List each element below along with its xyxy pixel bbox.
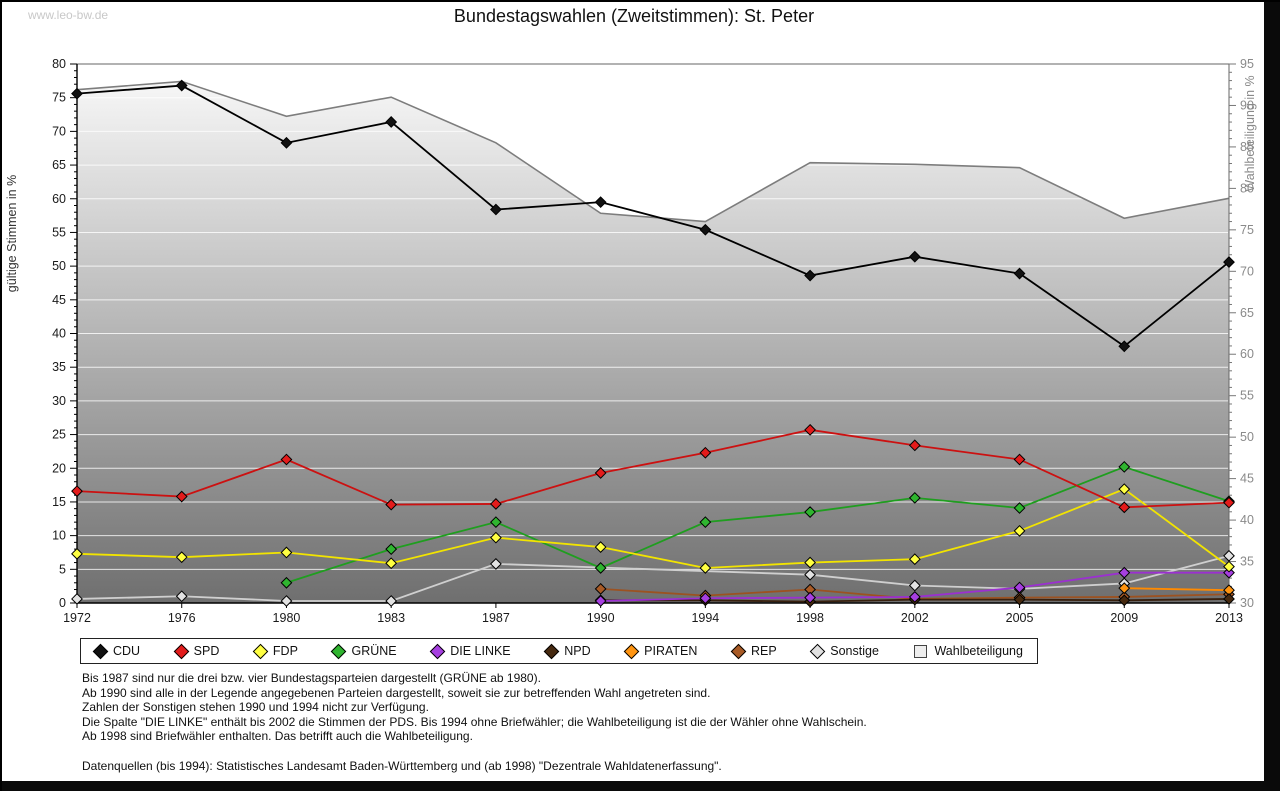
svg-text:45: 45 xyxy=(1240,472,1254,486)
svg-text:2005: 2005 xyxy=(1006,611,1034,625)
series-cdu xyxy=(71,79,1235,353)
svg-text:50: 50 xyxy=(52,259,66,273)
svg-text:2013: 2013 xyxy=(1215,611,1243,625)
chart-footnotes: Bis 1987 sind nur die drei bzw. vier Bun… xyxy=(82,671,867,773)
legend-swatch-square xyxy=(914,644,928,658)
footnote-line: Zahlen der Sonstigen stehen 1990 und 199… xyxy=(82,700,429,715)
legend-label: REP xyxy=(750,644,777,658)
legend-item-spd: SPD xyxy=(173,643,220,659)
legend-item-die-linke: DIE LINKE xyxy=(429,643,511,659)
legend-item-gr-ne: GRÜNE xyxy=(331,643,397,659)
series-spd xyxy=(71,423,1235,514)
svg-text:1987: 1987 xyxy=(482,611,510,625)
svg-text:40: 40 xyxy=(1240,513,1254,527)
election-line-chart: 0 5 10 15 20 25 30 35 40 45 50 55 60 65 70 75 80 30 35 40 45… xyxy=(5,57,1257,625)
svg-text:65: 65 xyxy=(52,158,66,172)
legend-label: NPD xyxy=(564,644,591,658)
legend-label: Sonstige xyxy=(830,644,879,658)
svg-text:15: 15 xyxy=(52,495,66,509)
legend-label: DIE LINKE xyxy=(450,644,511,658)
footnote-line xyxy=(82,744,867,759)
legend-label: SPD xyxy=(193,644,220,658)
svg-text:70: 70 xyxy=(52,124,66,138)
series-gr-ne xyxy=(280,460,1235,589)
svg-text:2009: 2009 xyxy=(1110,611,1138,625)
svg-text:75: 75 xyxy=(1240,223,1254,237)
svg-text:1990: 1990 xyxy=(587,611,615,625)
footnote-line: Ab 1998 sind Briefwähler enthalten. Das … xyxy=(82,729,473,744)
svg-text:20: 20 xyxy=(52,461,66,475)
svg-text:65: 65 xyxy=(1240,306,1254,320)
legend-item-rep: REP xyxy=(730,643,777,659)
chart-title: Bundestagswahlen (Zweitstimmen): St. Pet… xyxy=(453,6,815,26)
series-die-linke xyxy=(594,566,1235,607)
svg-text:1980: 1980 xyxy=(273,611,301,625)
svg-text:55: 55 xyxy=(1240,389,1254,403)
series-piraten xyxy=(1118,582,1235,597)
svg-text:1998: 1998 xyxy=(796,611,824,625)
svg-text:1994: 1994 xyxy=(691,611,719,625)
left-axis-title: gültige Stimmen in % xyxy=(5,175,19,292)
legend-item-piraten: PIRATEN xyxy=(623,643,698,659)
svg-text:5: 5 xyxy=(59,562,66,576)
chart-legend: CDU SPD FDP GRÜNE DIE LINKE NPD PIRATEN REP Sons… xyxy=(80,638,1038,664)
legend-label: FDP xyxy=(272,644,298,658)
legend-swatch-diamond xyxy=(623,643,640,659)
svg-text:85: 85 xyxy=(1240,140,1254,154)
legend-item-fdp: FDP xyxy=(252,643,298,659)
footnote-line: Bis 1987 sind nur die drei bzw. vier Bun… xyxy=(82,671,541,685)
svg-text:50: 50 xyxy=(1240,430,1254,444)
legend-label: Wahlbeteiligung xyxy=(934,644,1023,658)
svg-text:55: 55 xyxy=(52,225,66,239)
legend-item-wahlbeteiligung: Wahlbeteiligung xyxy=(914,644,1023,658)
frame-right-bar xyxy=(1264,2,1280,791)
legend-swatch-diamond xyxy=(543,643,560,659)
svg-text:80: 80 xyxy=(1240,181,1254,195)
frame-bottom-bar xyxy=(2,781,1280,791)
legend-swatch-diamond xyxy=(730,643,747,659)
svg-text:60: 60 xyxy=(52,192,66,206)
right-axis-title: Wahlbeteiligung in % xyxy=(1243,75,1257,191)
svg-text:45: 45 xyxy=(52,293,66,307)
legend-item-sonstige: Sonstige xyxy=(809,643,879,659)
svg-text:1972: 1972 xyxy=(63,611,91,625)
svg-text:40: 40 xyxy=(52,327,66,341)
svg-text:75: 75 xyxy=(52,91,66,105)
svg-text:35: 35 xyxy=(1240,555,1254,569)
svg-text:60: 60 xyxy=(1240,347,1254,361)
legend-item-cdu: CDU xyxy=(92,643,141,659)
svg-text:95: 95 xyxy=(1240,57,1254,71)
footnote-line: Die Spalte "DIE LINKE" enthält bis 2002 … xyxy=(82,714,867,729)
legend-label: CDU xyxy=(113,644,141,658)
svg-text:10: 10 xyxy=(52,529,66,543)
svg-text:25: 25 xyxy=(52,428,66,442)
legend-swatch-diamond xyxy=(92,643,109,659)
svg-text:0: 0 xyxy=(59,596,66,610)
svg-text:35: 35 xyxy=(52,360,66,374)
wahlbeteiligung-area xyxy=(77,81,1229,604)
legend-swatch-diamond xyxy=(809,643,826,659)
legend-item-npd: NPD xyxy=(543,643,591,659)
series-fdp xyxy=(71,483,1235,574)
wahlbeteiligung-outline xyxy=(76,80,1230,223)
legend-swatch-diamond xyxy=(331,643,347,659)
svg-text:30: 30 xyxy=(52,394,66,408)
watermark: www.leo-bw.de xyxy=(28,8,109,22)
legend-swatch-diamond xyxy=(429,643,446,659)
footnote-line: Ab 1990 sind alle in der Legende angegeb… xyxy=(82,685,711,700)
legend-swatch-diamond xyxy=(173,643,189,659)
legend-label: PIRATEN xyxy=(644,644,698,658)
svg-text:70: 70 xyxy=(1240,264,1254,278)
legend-label: GRÜNE xyxy=(351,644,397,658)
svg-text:90: 90 xyxy=(1240,98,1254,112)
svg-text:1976: 1976 xyxy=(168,611,196,625)
svg-text:2002: 2002 xyxy=(901,611,929,625)
svg-text:80: 80 xyxy=(52,57,66,71)
legend-swatch-diamond xyxy=(252,643,269,659)
footnote-line: Datenquellen (bis 1994): Statistisches L… xyxy=(82,758,722,773)
svg-text:1983: 1983 xyxy=(377,611,405,625)
svg-text:30: 30 xyxy=(1240,596,1254,610)
